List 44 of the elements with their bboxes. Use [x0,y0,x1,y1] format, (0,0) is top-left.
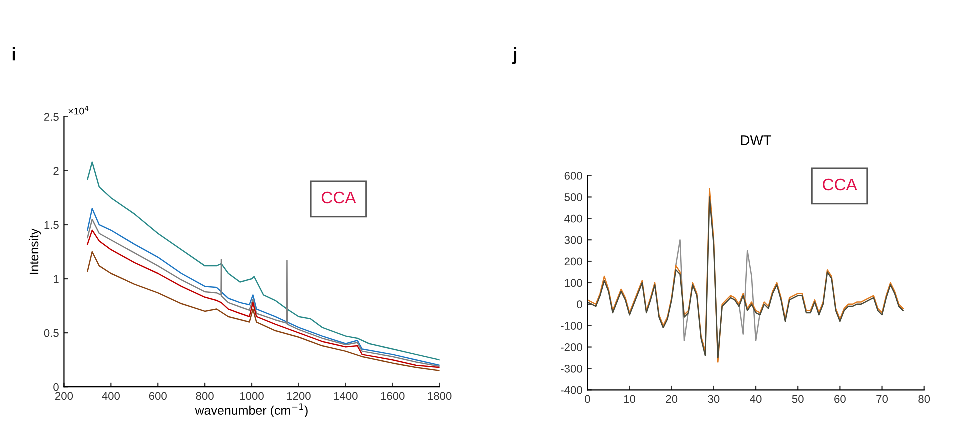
annotation: CCA [823,178,858,191]
x-tick-label: 1600 [381,392,405,400]
chart-title: DWT [741,136,772,146]
y-tick-label: 300 [564,236,582,244]
annotation: CCA [322,192,356,204]
x-tick-label: 30 [708,395,720,404]
x-tick-label: 400 [102,392,120,400]
y-tick-label: 400 [564,214,582,223]
x-tick-label: 10 [624,395,636,404]
x-tick-label: 800 [196,392,214,400]
x-tick-label: 1000 [240,392,264,400]
y-tick-label: -100 [561,322,582,330]
y-tick-label: 1 [54,275,59,284]
x-tick-label: 0 [585,395,590,404]
x-tick-label: 40 [750,395,762,404]
text: ×10$^{4}$ [68,106,89,115]
y-tick-label: 600 [564,172,582,180]
y-tick-label: -200 [561,344,582,352]
x-tick-label: 80 [918,395,930,404]
x-tick-label: 70 [876,395,888,404]
text: i [12,48,16,61]
y-tick-label: 1.5 [44,221,59,230]
x-tick-label: 1400 [334,392,358,400]
x-tick-label: 60 [834,395,846,404]
y-tick-label: 2.5 [44,113,59,122]
y-tick-label: 0.5 [44,329,59,338]
x-tick-label: 1800 [428,392,452,400]
y-tick-label: 0 [577,300,582,309]
x-axis-title: wavenumber (cm$^{−1}$) [195,404,308,418]
line-series [87,251,440,372]
y-tick-label: 500 [564,194,582,202]
x-tick-label: 1200 [287,392,311,400]
text: j [512,48,517,64]
y-tick-label: -300 [561,364,582,373]
line-series [87,162,440,361]
x-tick-label: 20 [666,395,678,404]
x-tick-label: 50 [792,395,804,404]
y-tick-label: 2 [54,167,59,175]
x-tick-label: 600 [149,392,167,400]
y-tick-label: 0 [54,383,59,392]
y-tick-label: 100 [565,279,582,288]
y-tick-label: -400 [561,386,582,394]
y-axis-title: Intensity [29,228,42,274]
y-tick-label: 200 [564,258,582,266]
